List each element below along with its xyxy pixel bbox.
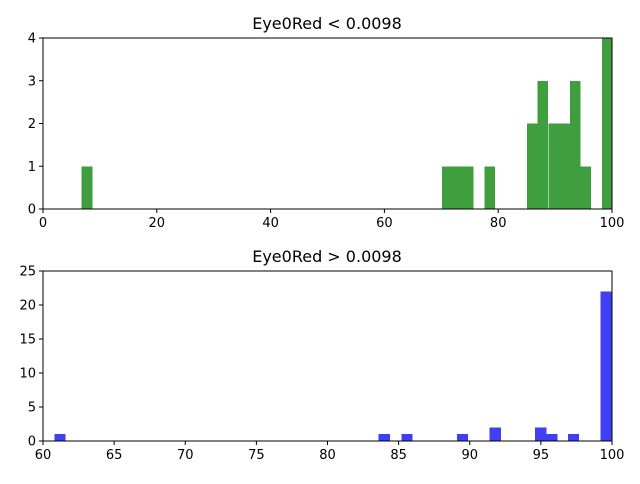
x-tick-label: 90 xyxy=(461,448,478,463)
chart-title: Eye0Red < 0.0098 xyxy=(252,14,402,33)
histogram-bar xyxy=(537,80,549,209)
chart-title: Eye0Red > 0.0098 xyxy=(252,247,402,266)
y-tick-label: 4 xyxy=(28,32,36,47)
y-tick-label: 0 xyxy=(28,203,36,218)
x-tick-label: 75 xyxy=(248,448,265,463)
histogram-bar xyxy=(535,427,547,441)
histogram-bar xyxy=(580,166,591,209)
histogram-bar xyxy=(452,166,463,209)
y-tick-label: 2 xyxy=(28,117,36,132)
x-tick-label: 60 xyxy=(35,448,52,463)
histogram-bar xyxy=(569,80,581,209)
x-tick-label: 100 xyxy=(600,216,625,231)
histogram-bar xyxy=(546,434,558,441)
axes-frame xyxy=(42,37,613,210)
y-tick-label: 3 xyxy=(28,74,36,89)
histogram-low: Eye0Red < 0.0098 0 20 40 60 80 100 0 1 2 3 4 xyxy=(28,14,625,231)
y-tick-label: 25 xyxy=(19,265,36,280)
bars-group xyxy=(81,38,613,209)
histogram-bar xyxy=(462,166,474,209)
histogram-high: Eye0Red > 0.0098 60 65 70 75 80 85 90 95 100 0 5 10… xyxy=(19,247,624,463)
histogram-bar xyxy=(567,434,579,441)
histogram-bar xyxy=(54,434,66,441)
histogram-bar xyxy=(378,434,390,441)
y-tick-label: 10 xyxy=(19,367,36,382)
y-tick-label: 5 xyxy=(28,401,36,416)
axes-frame xyxy=(42,270,613,442)
y-tick-label: 0 xyxy=(28,435,36,450)
axes-group: 0 20 40 60 80 100 0 1 2 3 4 xyxy=(28,32,625,232)
x-tick-label: 100 xyxy=(600,448,625,463)
histogram-bar xyxy=(527,123,538,209)
x-tick-label: 85 xyxy=(390,448,407,463)
histogram-bar xyxy=(401,434,413,441)
histogram-bar xyxy=(548,123,559,209)
histogram-bar xyxy=(601,38,613,209)
histogram-bar xyxy=(484,166,496,209)
y-tick-label: 20 xyxy=(19,299,36,314)
x-tick-label: 80 xyxy=(490,216,507,231)
x-tick-label: 95 xyxy=(533,448,550,463)
y-tick-label: 1 xyxy=(28,160,36,175)
histogram-bar xyxy=(81,166,93,209)
x-tick-label: 0 xyxy=(39,216,47,231)
histogram-bar xyxy=(559,123,570,209)
x-tick-label: 80 xyxy=(319,448,336,463)
y-tick-label: 15 xyxy=(19,333,36,348)
x-tick-label: 70 xyxy=(177,448,194,463)
histogram-bar xyxy=(489,427,501,441)
x-tick-label: 60 xyxy=(376,216,393,231)
bars-group xyxy=(54,291,612,441)
x-tick-label: 65 xyxy=(106,448,123,463)
axes-group: 60 65 70 75 80 85 90 95 100 0 5 10 15 20 25 xyxy=(19,265,624,464)
x-tick-label: 40 xyxy=(262,216,279,231)
histogram-bar xyxy=(600,291,612,441)
histogram-bar xyxy=(441,166,453,209)
histogram-bar xyxy=(456,434,469,441)
x-tick-label: 20 xyxy=(149,216,166,231)
